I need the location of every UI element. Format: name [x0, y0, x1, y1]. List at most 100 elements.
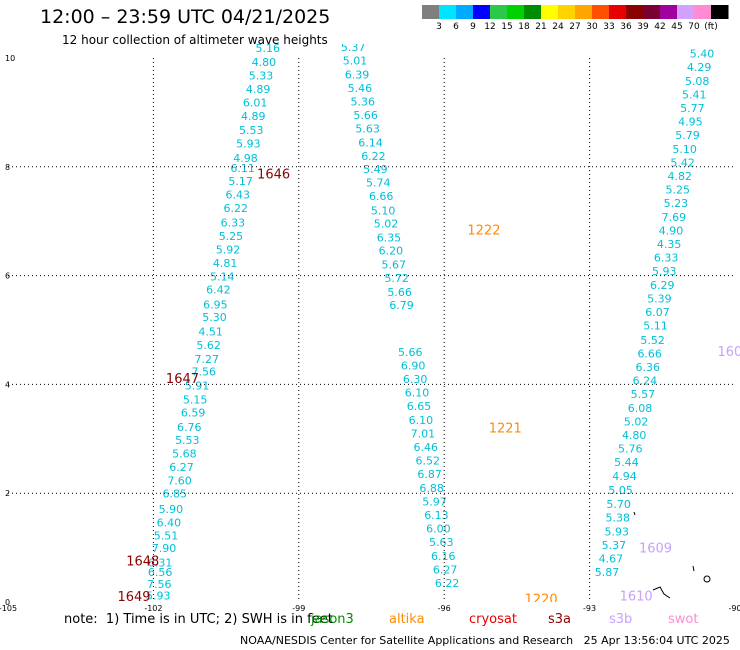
plot-area: 5.937.566.566.317.905.516.405.906.857.60…	[117, 7, 740, 602]
colorbar-swatch	[473, 5, 491, 19]
wave-height-value: 6.76	[177, 421, 202, 434]
y-tick-label: 10	[5, 54, 15, 63]
wave-height-value: 5.05	[608, 484, 633, 497]
colorbar-label: 9	[470, 22, 476, 32]
wave-height-value: 5.53	[175, 434, 200, 447]
x-tick-label: -102	[144, 604, 162, 613]
colorbar-swatch	[643, 5, 661, 19]
wave-height-value: 5.53	[239, 124, 264, 137]
wave-height-value: 5.66	[387, 286, 412, 299]
wave-height-value: 6.42	[206, 284, 231, 297]
wave-height-value: 5.40	[690, 48, 715, 61]
wave-height-value: 5.57	[631, 388, 656, 401]
colorbar-label: 39	[637, 22, 649, 32]
wave-height-value: 5.97	[422, 495, 447, 508]
wave-height-value: 5.90	[159, 503, 184, 516]
wave-height-value: 5.38	[605, 512, 630, 525]
wave-height-value: 6.66	[369, 190, 394, 203]
wave-height-value: 5.42	[670, 156, 695, 169]
colorbar-swatch	[626, 5, 644, 19]
colorbar-label: 70	[688, 22, 700, 32]
wave-height-value: 6.36	[636, 361, 661, 374]
wave-height-value: 5.25	[219, 230, 244, 243]
wave-height-value: 6.35	[377, 232, 402, 245]
wave-height-value: 4.94	[612, 470, 637, 483]
wave-height-value: 4.66	[693, 34, 718, 47]
wave-height-value: 5.39	[647, 292, 672, 305]
wave-height-value: 7.56	[192, 365, 217, 378]
colorbar-label: 24	[552, 22, 564, 32]
wave-height-value: 6.13	[424, 509, 449, 522]
wave-height-value: 6.22	[224, 202, 249, 215]
wave-height-value: 6.11	[230, 162, 255, 175]
colorbar-label: 15	[501, 22, 512, 32]
legend-source-s3b: s3b	[609, 612, 633, 627]
wave-height-value: 4.51	[198, 326, 223, 339]
wave-height-value: 6.33	[221, 216, 246, 229]
wave-height-value: 4.29	[687, 61, 712, 74]
colorbar-label: (ft)	[704, 22, 718, 32]
colorbar-swatch	[541, 5, 559, 19]
y-tick-label: 4	[5, 380, 10, 389]
wave-height-value: 5.72	[384, 272, 409, 285]
colorbar-swatch	[490, 5, 508, 19]
wave-height-value: 6.90	[401, 359, 426, 372]
x-tick-label: -90	[728, 604, 740, 613]
wave-height-value: 5.93	[604, 525, 629, 538]
colorbar-swatch	[694, 5, 712, 19]
wave-height-value: 6.56	[148, 566, 173, 579]
y-tick-label: 2	[5, 489, 10, 498]
wave-height-value: 5.53	[338, 28, 363, 41]
wave-height-value: 4.35	[657, 238, 682, 251]
wave-height-value: 5.37	[602, 539, 627, 552]
pass-time-label: 1648	[126, 555, 159, 570]
wave-height-value: 5.52	[640, 334, 665, 347]
pass-time-label: 1608	[717, 345, 740, 360]
y-tick-label: 0	[5, 598, 10, 607]
colorbar-swatch	[711, 5, 729, 19]
wave-height-value: 6.10	[405, 387, 430, 400]
x-tick-label: -96	[438, 604, 451, 613]
wave-height-value: 6.10	[409, 414, 434, 427]
wave-height-value: 5.44	[614, 456, 639, 469]
x-tick-label: -99	[292, 604, 305, 613]
wave-height-value: 6.46	[414, 441, 439, 454]
axes: -105 -102 -99 -96 -93 -90 0 2 4 6 8 10	[0, 54, 740, 613]
wave-height-value: 4.98	[233, 152, 258, 165]
wave-height-value: 5.10	[371, 204, 396, 217]
wave-height-value: 5.92	[216, 243, 241, 256]
chart-subtitle: 12 hour collection of altimeter wave hei…	[62, 33, 328, 47]
colorbar-swatch	[677, 5, 695, 19]
colorbar-label: 21	[535, 22, 546, 32]
wave-height-value: 6.95	[203, 298, 228, 311]
wave-height-value: 4.90	[659, 224, 684, 237]
wave-height-value: 5.25	[666, 184, 691, 197]
colorbar-label: 12	[484, 22, 495, 32]
coastline	[633, 511, 711, 599]
wave-height-value: 6.07	[645, 306, 670, 319]
wave-height-value: 4.81	[213, 257, 238, 270]
wave-height-value: 5.1	[701, 7, 719, 20]
colorbar-legend: 3 6 9 12 15 18 21 24 27 30 33 36 39 42 45 70 (ft)	[422, 5, 729, 32]
wave-height-value: 7.60	[167, 475, 192, 488]
wave-height-value: 6.85	[162, 488, 187, 501]
colorbar-swatch	[507, 5, 525, 19]
wave-height-value: 5.93	[236, 137, 261, 150]
wave-height-value: 5.67	[382, 259, 407, 272]
wave-height-value: 5.63	[429, 536, 454, 549]
footer-note: note: 1) Time is in UTC; 2) SWH is in fe…	[64, 612, 333, 627]
credit-text: NOAA/NESDIS Center for Satellite Applica…	[240, 634, 574, 647]
legend-source-altika: altika	[389, 612, 425, 627]
wave-height-value: 6.16	[431, 550, 456, 563]
pass-time-label: 1609	[639, 542, 672, 557]
colorbar-label: 18	[518, 22, 530, 32]
colorbar-label: 45	[671, 22, 682, 32]
pass-time-label: 1647	[166, 372, 199, 387]
legend-source-cryosat: cryosat	[469, 612, 517, 627]
wave-height-value: 6.22	[361, 150, 386, 163]
colorbar-swatch	[558, 5, 576, 19]
x-tick-label: -93	[583, 604, 596, 613]
wave-height-value: 5.17	[228, 175, 253, 188]
wave-height-value: 6.27	[433, 563, 458, 576]
wave-height-value: 5.08	[685, 75, 710, 88]
